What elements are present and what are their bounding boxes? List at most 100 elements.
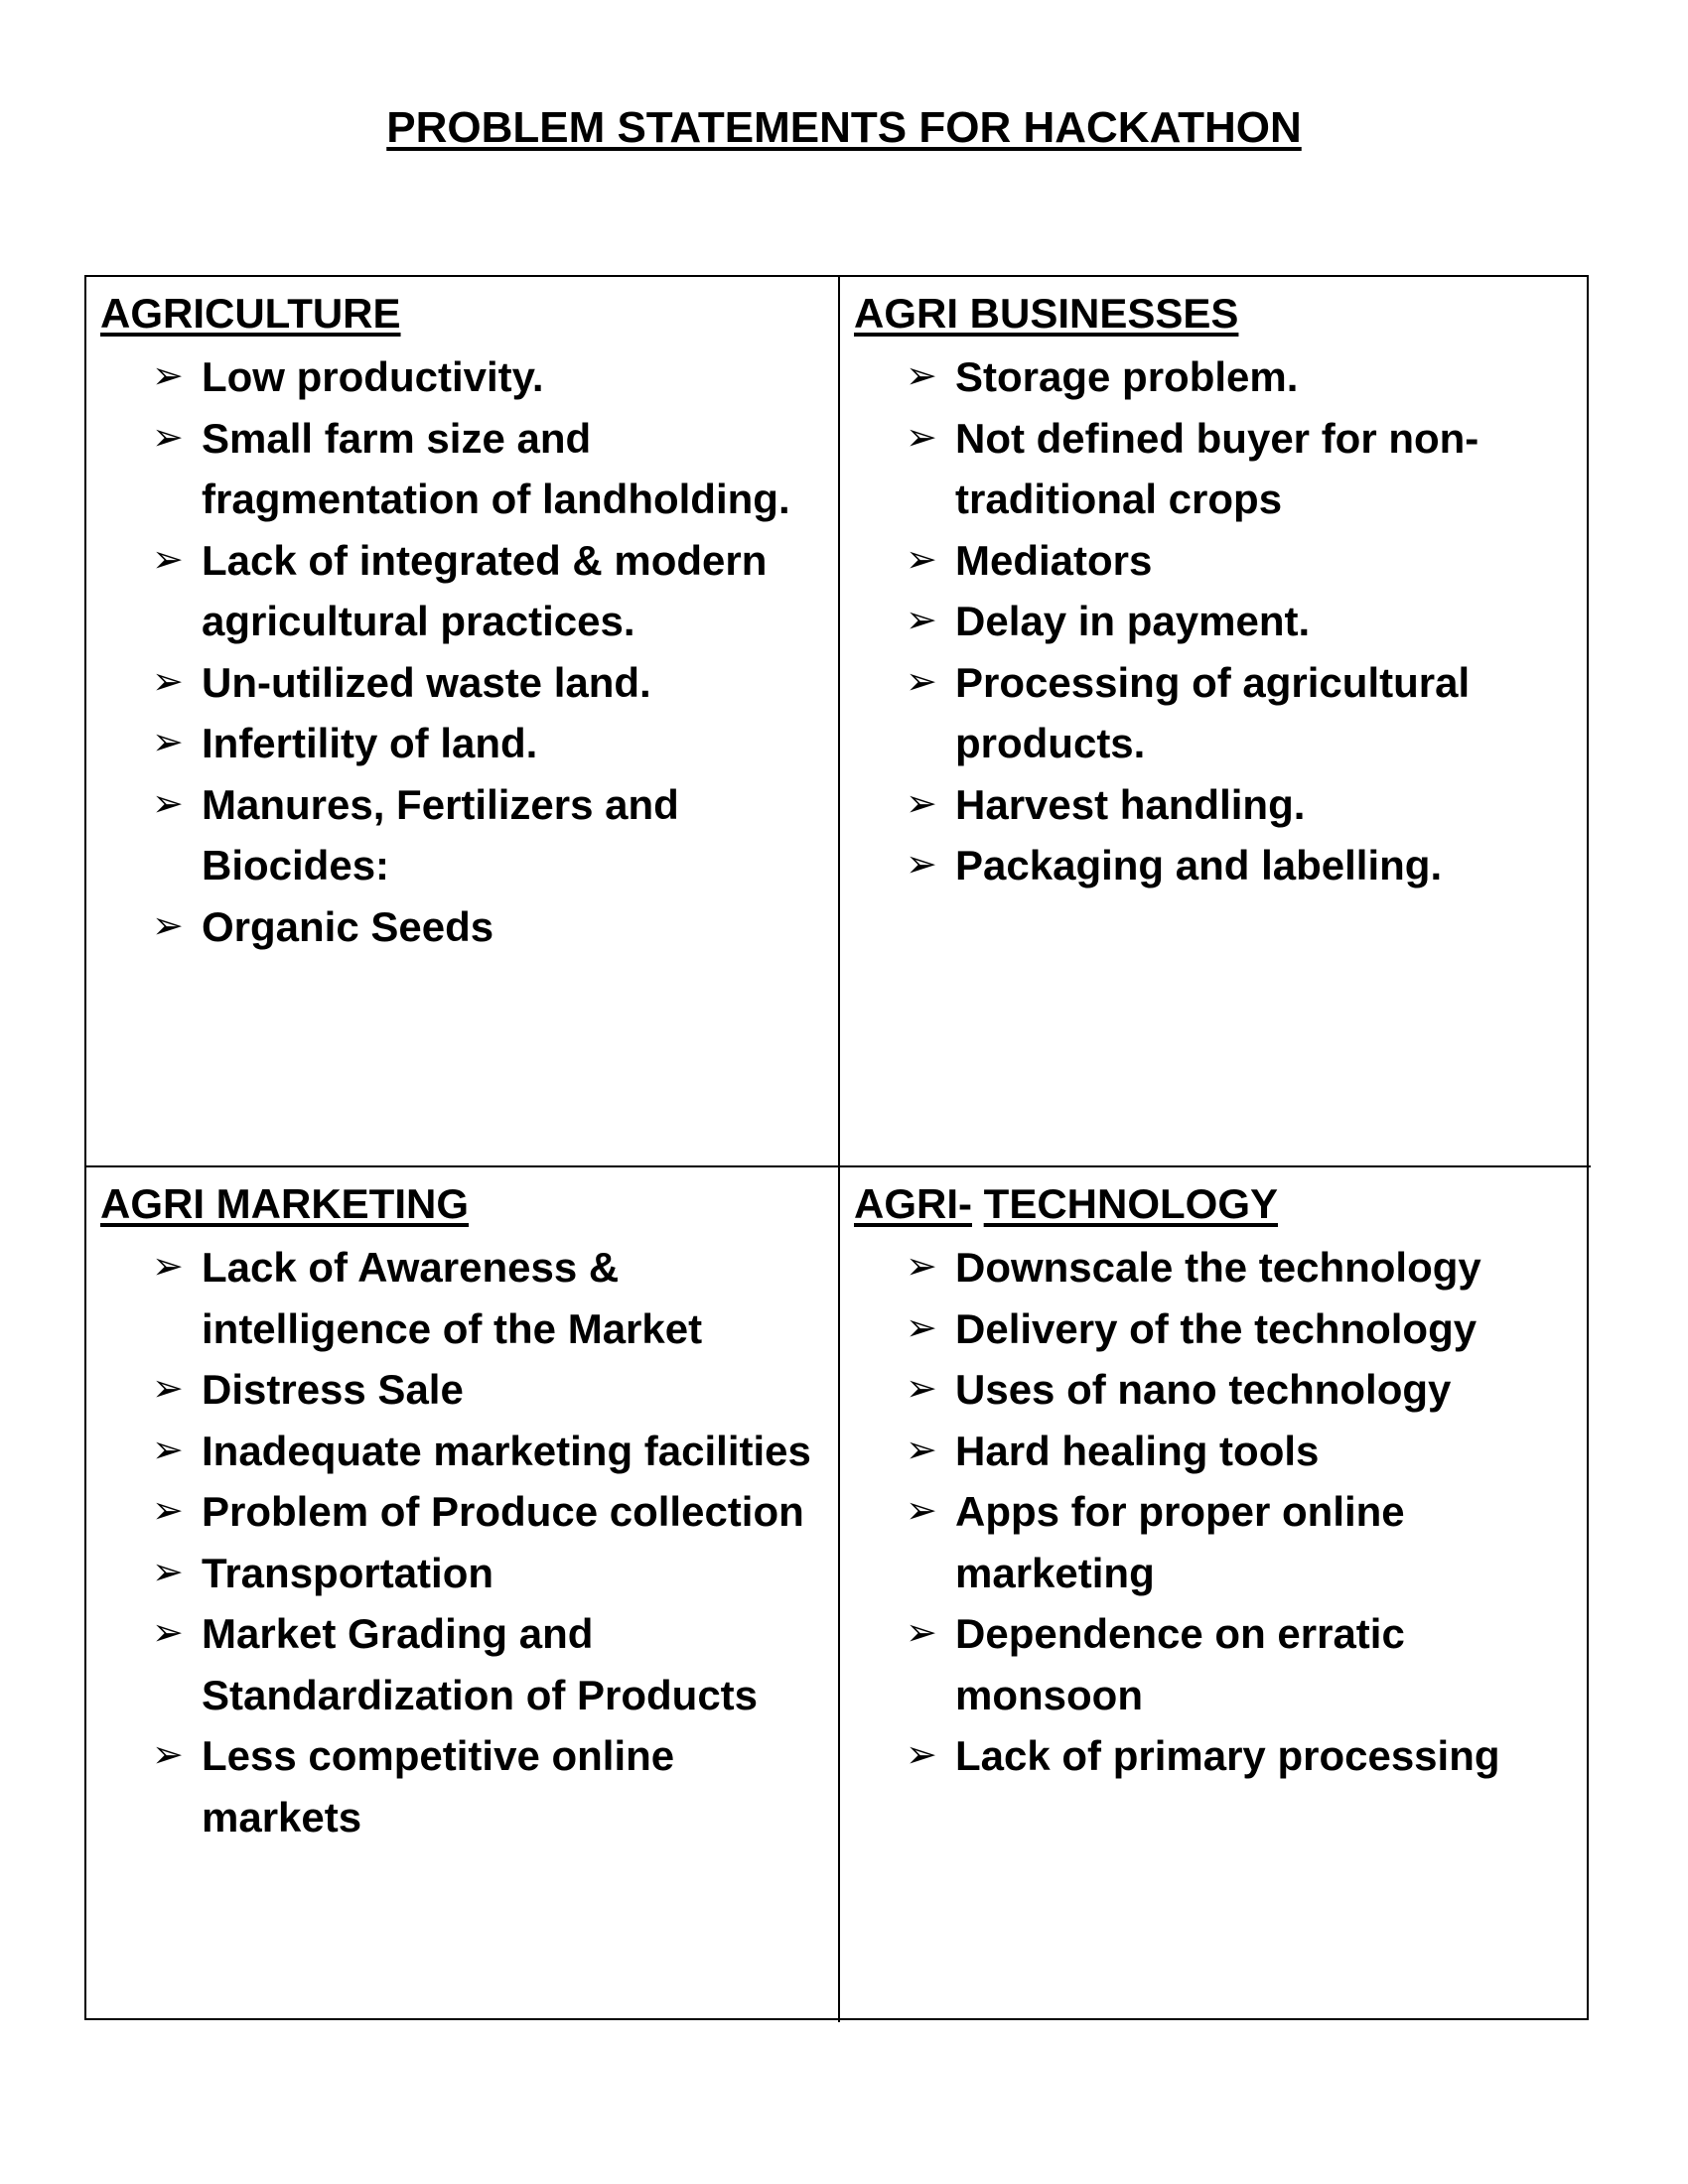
list-item: ➢ Lack of integrated & modern agricultura… (100, 530, 826, 652)
list-item-label: Processing of agricultural products. (955, 658, 1471, 767)
list-item-label: Packaging and labelling. (955, 842, 1443, 888)
arrow-bullet-icon: ➢ (906, 355, 937, 397)
list-item: ➢ Infertility of land. (100, 713, 826, 774)
list-item: ➢ Uses of nano technology (854, 1359, 1579, 1421)
list-item-label: Lack of integrated & modern agricultural… (202, 536, 768, 645)
arrow-bullet-icon: ➢ (152, 1368, 184, 1410)
arrow-bullet-icon: ➢ (906, 538, 937, 581)
list-item-label: Delivery of the technology (955, 1304, 1477, 1352)
agri-technology-heading-rest: TECHNOLOGY (983, 1180, 1279, 1227)
list-item: ➢ Small farm size and fragmentation of la… (100, 408, 826, 530)
problem-statements-table: AGRICULTURE ➢ Low productivity. ➢ Small far… (84, 275, 1591, 2022)
list-item: ➢ Market Grading and Standardization of P… (100, 1603, 826, 1725)
list-item: ➢ Downscale the technology (854, 1237, 1579, 1298)
arrow-bullet-icon: ➢ (906, 660, 937, 703)
arrow-bullet-icon: ➢ (906, 782, 937, 825)
list-item-label: Hard healing tools (955, 1427, 1320, 1474)
arrow-bullet-icon: ➢ (906, 416, 937, 459)
agri-businesses-heading: AGRI BUSINESSES (854, 290, 1239, 337)
arrow-bullet-icon: ➢ (906, 600, 937, 641)
list-item-label: Inadequate marketing facilities (202, 1427, 811, 1474)
list-item-label: Small farm size and fragmentation of lan… (202, 414, 790, 523)
list-item-label: Low productivity. (202, 353, 544, 400)
list-item: ➢ Storage problem. (854, 346, 1579, 408)
arrow-bullet-icon: ➢ (906, 1734, 937, 1776)
list-item: ➢ Inadequate marketing facilities (100, 1421, 826, 1482)
list-item-label: Infertility of land. (202, 720, 538, 766)
arrow-bullet-icon: ➢ (906, 1612, 937, 1654)
list-item-label: Delay in payment. (955, 598, 1311, 644)
list-item: ➢ Lack of Awareness & intelligence of the… (100, 1237, 826, 1359)
page-title: PROBLEM STATEMENTS FOR HACKATHON (386, 103, 1302, 152)
list-item: ➢ Harvest handling. (854, 774, 1579, 836)
list-item-label: Transportation (202, 1549, 494, 1596)
list-item-label: Not defined buyer for non-traditional cr… (955, 414, 1479, 523)
list-item-label: Un-utilized waste land. (202, 658, 651, 706)
list-item-label: Mediators (955, 536, 1153, 584)
list-item-label: Manures, Fertilizers and Biocides: (202, 780, 679, 889)
agri-marketing-cell: AGRI MARKETING ➢ Lack of Awareness & inte… (86, 1165, 838, 2022)
agri-marketing-heading: AGRI MARKETING (100, 1180, 469, 1227)
list-item-label: Downscale the technology (955, 1244, 1481, 1291)
arrow-bullet-icon: ➢ (906, 844, 937, 886)
list-item-label: Lack of primary processing (955, 1732, 1500, 1779)
agri-technology-heading-prefix: AGRI- (854, 1180, 972, 1227)
list-item-label: Lack of Awareness & intelligence of the … (202, 1244, 703, 1352)
list-item: ➢ Packaging and labelling. (854, 835, 1579, 896)
arrow-bullet-icon: ➢ (152, 1734, 184, 1776)
agri-businesses-cell: AGRI BUSINESSES ➢ Storage problem. ➢ Not de… (838, 277, 1591, 1165)
agriculture-heading: AGRICULTURE (100, 290, 401, 337)
list-item: ➢ Transportation (100, 1543, 826, 1604)
agri-technology-heading: AGRI- TECHNOLOGY (854, 1175, 1579, 1233)
list-item: ➢ Less competitive online markets (100, 1725, 826, 1847)
list-item: ➢ Organic Seeds (100, 896, 826, 958)
list-item: ➢ Manures, Fertilizers and Biocides: (100, 774, 826, 896)
arrow-bullet-icon: ➢ (152, 1246, 184, 1288)
list-item-label: Problem of Produce collection (202, 1488, 804, 1535)
agriculture-cell: AGRICULTURE ➢ Low productivity. ➢ Small far… (86, 277, 838, 1165)
arrow-bullet-icon: ➢ (906, 1368, 937, 1410)
list-item: ➢ Hard healing tools (854, 1421, 1579, 1482)
list-item-label: Distress Sale (202, 1366, 464, 1413)
arrow-bullet-icon: ➢ (906, 1306, 937, 1349)
list-item: ➢ Lack of primary processing (854, 1725, 1579, 1787)
agri-technology-cell: AGRI- TECHNOLOGY ➢ Downscale the technolo… (838, 1165, 1591, 2022)
arrow-bullet-icon: ➢ (152, 1429, 184, 1471)
arrow-bullet-icon: ➢ (152, 1612, 184, 1654)
agri-technology-list: ➢ Downscale the technology ➢ Delivery of th… (854, 1237, 1579, 1787)
arrow-bullet-icon: ➢ (152, 660, 184, 703)
arrow-bullet-icon: ➢ (152, 1490, 184, 1532)
list-item-label: Apps for proper online marketing (955, 1488, 1405, 1596)
list-item-label: Harvest handling. (955, 780, 1306, 828)
arrow-bullet-icon: ➢ (152, 355, 184, 397)
list-item-label: Storage problem. (955, 353, 1299, 400)
list-item: ➢ Problem of Produce collection (100, 1481, 826, 1543)
list-item: ➢ Low productivity. (100, 346, 826, 408)
list-item: ➢ Delay in payment. (854, 591, 1579, 652)
arrow-bullet-icon: ➢ (152, 416, 184, 459)
agri-businesses-list: ➢ Storage problem. ➢ Not defined buyer for … (854, 346, 1579, 896)
arrow-bullet-icon: ➢ (906, 1490, 937, 1532)
agriculture-list: ➢ Low productivity. ➢ Small farm size and f… (100, 346, 826, 957)
list-item: ➢ Dependence on erratic monsoon (854, 1603, 1579, 1725)
arrow-bullet-icon: ➢ (152, 782, 184, 825)
arrow-bullet-icon: ➢ (906, 1429, 937, 1471)
list-item: ➢ Processing of agricultural products. (854, 652, 1579, 774)
list-item: ➢ Un-utilized waste land. (100, 652, 826, 714)
list-item: ➢ Not defined buyer for non-traditional c… (854, 408, 1579, 530)
agri-marketing-list: ➢ Lack of Awareness & intelligence of the… (100, 1237, 826, 1847)
list-item-label: Dependence on erratic monsoon (955, 1610, 1405, 1718)
arrow-bullet-icon: ➢ (906, 1246, 937, 1288)
list-item: ➢ Distress Sale (100, 1359, 826, 1421)
list-item: ➢ Delivery of the technology (854, 1298, 1579, 1360)
list-item-label: Market Grading and Standardization of Pr… (202, 1610, 759, 1718)
arrow-bullet-icon: ➢ (152, 538, 184, 581)
arrow-bullet-icon: ➢ (152, 904, 184, 947)
list-item-label: Organic Seeds (202, 902, 494, 950)
arrow-bullet-icon: ➢ (152, 1551, 184, 1593)
list-item: ➢ Mediators (854, 530, 1579, 592)
list-item: ➢ Apps for proper online marketing (854, 1481, 1579, 1603)
list-item-label: Uses of nano technology (955, 1366, 1452, 1413)
list-item-label: Less competitive online markets (202, 1732, 675, 1841)
arrow-bullet-icon: ➢ (152, 722, 184, 763)
